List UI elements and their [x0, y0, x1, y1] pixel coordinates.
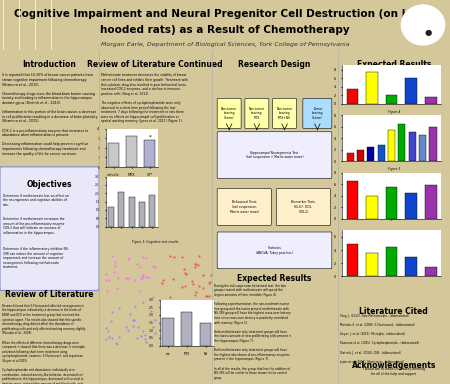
Bar [386, 187, 397, 219]
Bar [409, 132, 416, 161]
Bar [398, 124, 405, 161]
Bar [419, 136, 426, 161]
Bar [386, 247, 397, 276]
Bar [346, 182, 358, 219]
FancyBboxPatch shape [217, 132, 332, 179]
Bar [366, 196, 378, 219]
Bar [405, 257, 417, 276]
Bar [366, 253, 378, 276]
Text: Figure 1: Cognitive test results: Figure 1: Cognitive test results [132, 240, 179, 244]
Bar [386, 95, 397, 104]
FancyBboxPatch shape [273, 98, 297, 128]
Bar [378, 145, 385, 161]
Text: Figure 7: Figure 7 [387, 267, 400, 271]
Text: I would like to thank Dr. Bradley Nehrling
for all of the help and support: I would like to thank Dr. Bradley Nehrli… [363, 367, 425, 376]
Text: Non-tumor
bearing
MTX: Non-tumor bearing MTX [249, 107, 265, 120]
Bar [346, 89, 358, 104]
Text: Biomarker Tests
(Ki-67, DCX,
COX-2): Biomarker Tests (Ki-67, DCX, COX-2) [292, 200, 315, 214]
Text: Expected Results
Continued: Expected Results Continued [356, 60, 431, 79]
Text: Morgan Earle, Department of Biological Sciences, York College of Pennsylvania: Morgan Earle, Department of Biological S… [101, 42, 349, 48]
Bar [162, 318, 174, 346]
FancyBboxPatch shape [217, 98, 241, 128]
Text: Tumor
bearing
Control: Tumor bearing Control [311, 107, 323, 120]
Text: Non-tumor
bearing
Control: Non-tumor bearing Control [221, 107, 237, 120]
Bar [425, 266, 436, 276]
Bar [346, 153, 354, 161]
Text: hooded rats) as a Result of Chemotherapy: hooded rats) as a Result of Chemotherapy [100, 25, 350, 35]
Text: Non-tumor
bearing
MTX+NS: Non-tumor bearing MTX+NS [277, 107, 292, 120]
Bar [108, 143, 119, 167]
Text: Cognitive Impairment and Neural Pregenitor Cell Destruction (on Lister: Cognitive Impairment and Neural Pregenit… [14, 9, 436, 19]
FancyBboxPatch shape [0, 167, 99, 290]
FancyBboxPatch shape [276, 189, 331, 225]
Text: Figure 6: Figure 6 [387, 217, 400, 221]
Bar [429, 127, 436, 161]
Text: Determine if methotrexate increases the
amount of the pro-inflammatory enzyme
CO: Determine if methotrexate increases the … [3, 217, 65, 235]
Bar [200, 323, 212, 346]
Text: *: * [148, 134, 151, 139]
FancyBboxPatch shape [217, 232, 332, 269]
Text: Figure 4: Figure 4 [387, 110, 400, 114]
Text: Statistics
(ANOVA, Tukey post-hoc): Statistics (ANOVA, Tukey post-hoc) [256, 246, 293, 255]
Bar [425, 185, 436, 219]
Text: Acknowledgements: Acknowledgements [351, 361, 436, 370]
Text: It is reported that 10-30% of breast cancer patients have
shown cognitive impair: It is reported that 10-30% of breast can… [2, 73, 98, 156]
Text: Yang, J. (2012). How Methotrexate...(abbreviated)

Mustafa, S. et al. (2008). 5-: Yang, J. (2012). How Methotrexate...(abb… [340, 314, 419, 364]
Text: Research Design: Research Design [238, 60, 310, 69]
Bar [357, 150, 364, 161]
Text: Literature Cited: Literature Cited [360, 307, 428, 316]
FancyBboxPatch shape [217, 189, 271, 225]
Bar [181, 312, 193, 346]
Bar [118, 192, 125, 227]
Text: During the tail suspension behavioral test, the two
groups treated with methotre: During the tail suspension behavioral te… [214, 284, 292, 380]
FancyBboxPatch shape [245, 98, 269, 128]
Text: Determine if methotrexate has an effect on
the neurogenesis and cognitive abilit: Determine if methotrexate has an effect … [3, 194, 69, 207]
Text: Research found that 5-Fluorouracil affected neurogenesis in
the hippocampus indi: Research found that 5-Fluorouracil affec… [2, 304, 86, 384]
Text: Objectives: Objectives [27, 180, 72, 189]
Bar [149, 195, 155, 227]
Text: Hippocampal Neurogenesis Test
(tail suspension + Morris water maze): Hippocampal Neurogenesis Test (tail susp… [246, 151, 303, 159]
Text: Expected Results: Expected Results [237, 274, 312, 283]
Bar [367, 147, 374, 161]
Text: Methotrexate treatment decreases the viability of breast
cancer cell lines and i: Methotrexate treatment decreases the via… [101, 73, 188, 123]
FancyBboxPatch shape [303, 98, 332, 128]
Bar [144, 140, 155, 167]
Bar [405, 193, 417, 219]
Bar [346, 243, 358, 276]
Bar [388, 130, 395, 161]
Text: Review of Literature: Review of Literature [5, 290, 94, 300]
Text: Determine if the inflammatory inhibitor NS-
398 can reduce the amount of cogniti: Determine if the inflammatory inhibitor … [3, 247, 69, 270]
Text: Behavioral Tests
(tail suspension,
Morris water maze): Behavioral Tests (tail suspension, Morri… [230, 200, 259, 214]
Bar [425, 97, 436, 104]
Bar [108, 207, 114, 227]
Text: ●: ● [425, 28, 432, 37]
Bar [139, 202, 145, 227]
Text: Introduction: Introduction [22, 60, 76, 69]
Bar [129, 197, 135, 227]
Circle shape [401, 5, 445, 45]
Text: Review of Literature Continued: Review of Literature Continued [87, 60, 223, 69]
Bar [126, 136, 137, 167]
Bar [405, 78, 417, 104]
Bar [366, 72, 378, 104]
Text: Figure 5: Figure 5 [387, 167, 400, 171]
